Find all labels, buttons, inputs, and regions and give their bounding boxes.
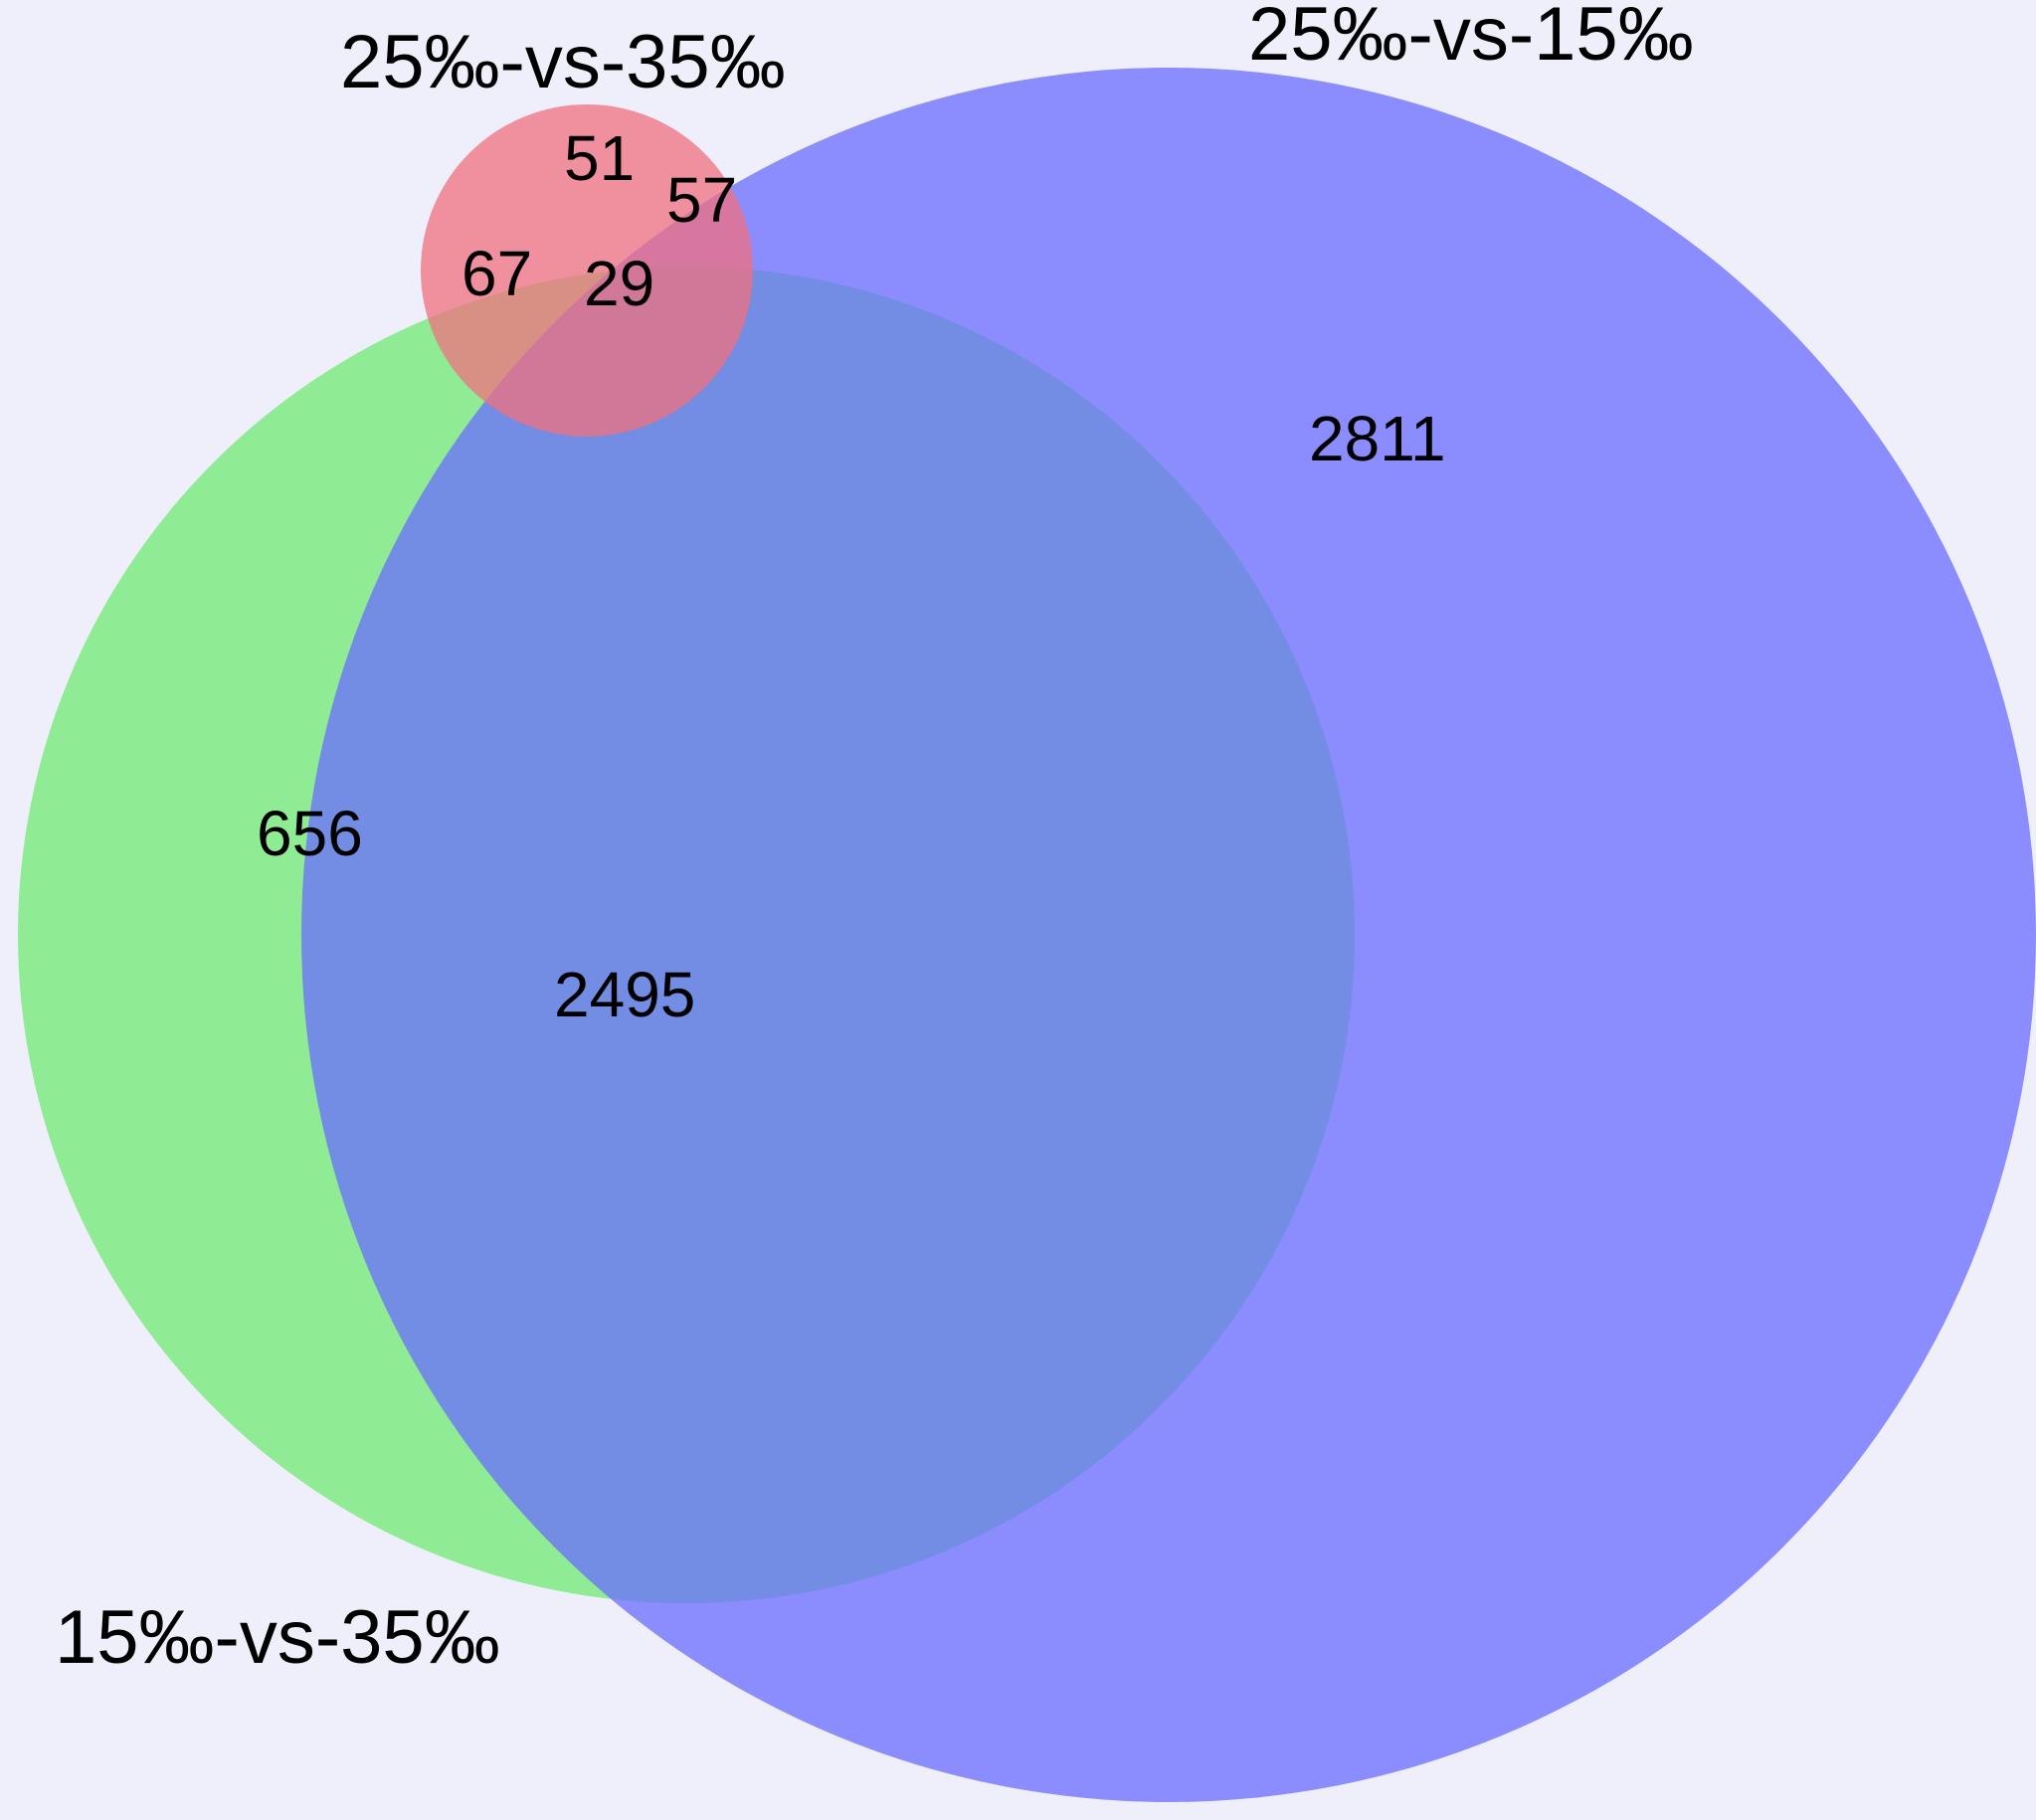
count-a-b-c: 29 bbox=[584, 248, 654, 319]
count-a-c: 67 bbox=[462, 238, 532, 309]
set-label-25-vs-35: 25‰-vs-35‰ bbox=[340, 20, 786, 104]
count-b-c: 2495 bbox=[554, 959, 695, 1030]
circle-25-vs-35 bbox=[421, 104, 753, 437]
count-c-only: 656 bbox=[257, 798, 363, 869]
circle-25-vs-15 bbox=[301, 68, 2036, 1802]
set-label-15-vs-35: 15‰-vs-35‰ bbox=[55, 1595, 500, 1680]
count-b-only: 2811 bbox=[1309, 403, 1446, 474]
count-a-only: 51 bbox=[564, 122, 635, 194]
set-label-25-vs-15: 25‰-vs-15‰ bbox=[1248, 0, 1694, 77]
count-a-b: 57 bbox=[666, 164, 737, 236]
